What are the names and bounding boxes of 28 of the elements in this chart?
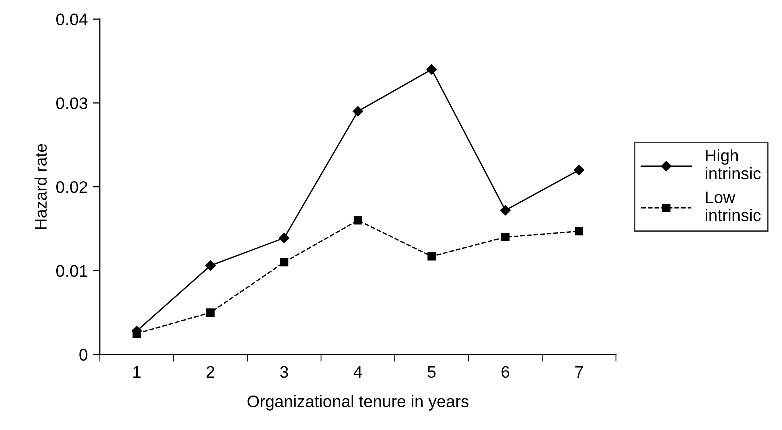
y-tick-label: 0.01 (56, 265, 88, 278)
x-tick-label: 2 (206, 366, 214, 378)
x-tick-label: 1 (134, 366, 141, 378)
x-tick-label: 5 (428, 366, 436, 378)
legend-label: Low intrinsic (706, 192, 761, 222)
point (500, 205, 511, 216)
point (426, 64, 437, 75)
x-tick-label: 4 (354, 366, 362, 378)
point (501, 233, 510, 242)
x-tick-label: 3 (280, 366, 288, 378)
y-tick-label: 0 (80, 349, 88, 361)
point (279, 233, 290, 244)
point (280, 258, 289, 267)
y-tick-label: 0.02 (56, 181, 88, 194)
point (206, 260, 216, 271)
point (353, 106, 364, 117)
point (354, 216, 362, 225)
x-axis-title: Organizational tenure in years (248, 395, 469, 411)
point (575, 227, 584, 236)
point (574, 165, 584, 176)
point (206, 308, 215, 317)
y-tick-label: 0.03 (56, 98, 88, 110)
y-axis-title: Hazard rate (34, 144, 48, 230)
legend-label: High intrinsic (706, 149, 761, 180)
x-tick-label: 6 (502, 366, 510, 378)
y-tick-label: 0.04 (56, 14, 88, 26)
point (428, 252, 436, 261)
x-tick-label: 7 (576, 366, 584, 378)
